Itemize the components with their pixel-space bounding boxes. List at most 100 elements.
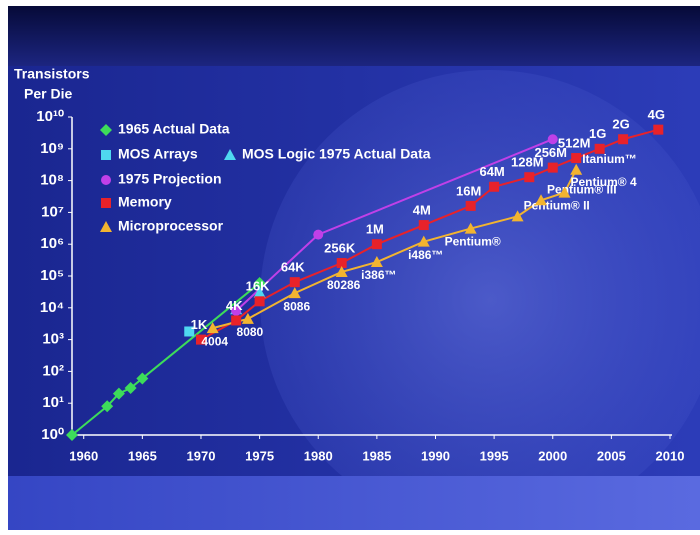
x-tick-label: 2000	[538, 448, 567, 463]
marker	[535, 194, 548, 206]
marker	[101, 400, 114, 413]
marker	[571, 153, 582, 164]
data-label: 1M	[366, 222, 384, 237]
marker	[101, 198, 111, 208]
y-tick-label: 10²	[42, 362, 64, 379]
legend-label: Memory	[118, 194, 172, 210]
marker	[288, 287, 301, 299]
point-label: Pentium® 4	[570, 175, 637, 189]
marker	[524, 172, 535, 183]
data-label: 64K	[281, 260, 305, 275]
plot: 10⁰ 10¹ 10² 10³ 10⁴ 10⁵ 10⁶ 10⁷ 10⁸ 10⁹ 10¹⁰ 1960 19…	[36, 107, 684, 463]
legend-label: 1965 Actual Data	[118, 121, 230, 137]
marker	[370, 256, 383, 268]
globe	[260, 70, 700, 530]
marker	[511, 210, 524, 222]
y-axis-title: Transistors	[14, 66, 90, 82]
marker	[547, 162, 558, 173]
legend-label: Microprocessor	[118, 218, 224, 234]
y-tick-label: 10⁹	[40, 140, 64, 157]
y-tick-label: 10⁰	[41, 426, 64, 443]
y-tick-label: 10⁶	[40, 235, 64, 252]
marker	[231, 315, 242, 326]
data-label: 16K	[246, 279, 270, 294]
x-tick-label: 1980	[304, 448, 333, 463]
legend-label: 1975 Projection	[118, 171, 222, 187]
y-tick-label: 10⁷	[41, 203, 64, 220]
y-tick-label: 10³	[42, 331, 64, 348]
marker	[241, 312, 254, 324]
header-band	[8, 6, 700, 66]
data-label: 4G	[648, 107, 665, 122]
marker	[184, 326, 195, 337]
legend-label: MOS Logic 1975 Actual Data	[242, 146, 431, 162]
point-label: Itanium™	[582, 152, 637, 166]
marker	[224, 149, 236, 160]
marker	[101, 175, 111, 185]
data-label: 256K	[324, 240, 356, 255]
y-tick-label: 10⁸	[40, 172, 64, 189]
y-tick-label: 10¹⁰	[36, 108, 64, 125]
marker	[253, 286, 266, 298]
marker	[101, 150, 111, 160]
footer-band	[8, 476, 700, 530]
marker	[112, 387, 125, 400]
x-tick-label: 1965	[128, 448, 157, 463]
marker	[371, 239, 382, 250]
marker	[336, 258, 347, 269]
x-tick-label: 1995	[480, 448, 509, 463]
marker	[418, 220, 429, 231]
x-tick-label: 1960	[69, 448, 98, 463]
marker	[253, 277, 266, 290]
data-label: 1G	[589, 126, 606, 141]
data-label: 1K	[191, 317, 208, 332]
marker	[618, 134, 629, 145]
data-label: 16M	[456, 183, 481, 198]
marker	[231, 305, 242, 316]
marker	[254, 296, 265, 307]
x-tick-label: 1970	[187, 448, 216, 463]
data-label: 64M	[479, 164, 504, 179]
point-label: i386™	[361, 268, 396, 282]
marker	[100, 221, 112, 232]
data-label: 512M	[558, 135, 591, 150]
data-label: 4M	[413, 202, 431, 217]
data-label: 256M	[534, 145, 567, 160]
data-label: 128M	[511, 155, 544, 170]
y-tick-label: 10⁴	[40, 299, 64, 316]
marker	[653, 124, 664, 135]
marker	[464, 222, 477, 234]
point-label: 4004	[201, 334, 228, 348]
marker	[547, 134, 558, 145]
marker	[195, 334, 206, 345]
point-label: i486™	[408, 248, 443, 262]
marker	[100, 124, 112, 136]
point-label: 8080	[237, 325, 264, 339]
series-line	[71, 282, 261, 436]
marker	[558, 186, 571, 198]
point-label: Pentium® II	[524, 199, 590, 213]
legend-label: MOS Arrays	[118, 146, 198, 162]
marker	[289, 277, 300, 288]
marker	[206, 322, 219, 334]
data-label: 4K	[226, 298, 243, 313]
marker	[66, 429, 78, 441]
marker	[136, 372, 149, 385]
x-tick-label: 2010	[656, 448, 685, 463]
marker	[489, 181, 500, 192]
x-tick-label: 2005	[597, 448, 626, 463]
marker	[124, 382, 137, 395]
point-label: 8086	[283, 299, 310, 313]
marker	[570, 163, 583, 175]
y-axis-title: Per Die	[24, 86, 72, 102]
y-tick-label: 10¹	[42, 394, 64, 411]
marker	[594, 143, 605, 154]
marker	[313, 229, 324, 240]
marker	[335, 265, 348, 277]
legend: 1965 Actual Data MOS Arrays 1975 Projectio…	[100, 121, 431, 234]
marker	[465, 200, 476, 211]
x-tick-label: 1975	[245, 448, 274, 463]
y-tick-label: 10⁵	[40, 267, 64, 284]
marker	[417, 235, 430, 247]
